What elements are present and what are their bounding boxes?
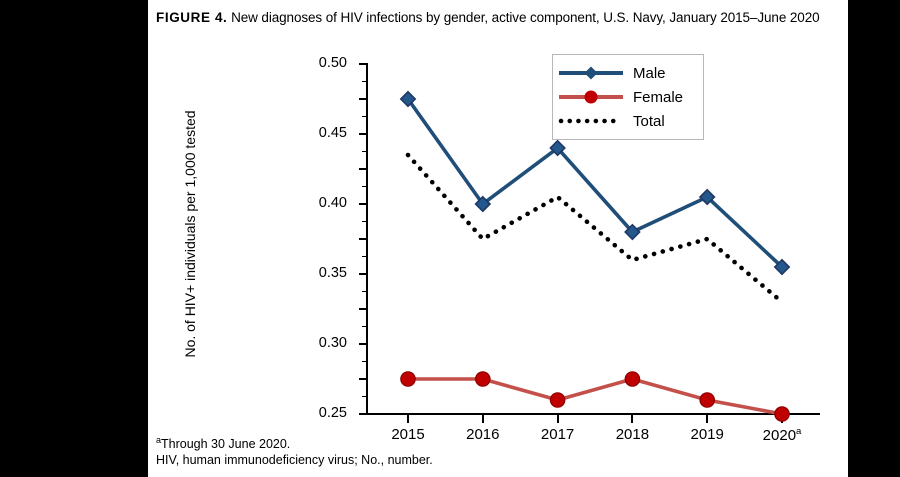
y-tick-minor <box>362 361 368 362</box>
series-line-total <box>405 152 785 305</box>
y-tick-label: 0.30 <box>318 335 347 351</box>
footnote-marker: a <box>156 435 162 445</box>
x-tick-label: 2015 <box>391 426 425 443</box>
y-tick-major: 0.35 <box>319 168 368 281</box>
data-point-male <box>624 223 641 241</box>
data-series-layer <box>399 90 791 422</box>
data-point-female <box>549 392 566 408</box>
figure-title-text: New diagnoses of HIV infections by gende… <box>231 10 820 25</box>
y-tick-major: 0.30 <box>319 203 368 351</box>
x-tick <box>407 415 409 423</box>
data-point-male <box>698 188 716 206</box>
figure-number-label: FIGURE 4. <box>156 10 228 25</box>
legend-label-female: Female <box>633 88 684 106</box>
y-tick-minor <box>362 81 368 82</box>
plot-region: 0.00 0.05 0.10 0.15 0.20 0.25 0.30 0.35 0.40 0.45… <box>319 55 820 477</box>
footnote-text-1: Through 30 June 2020. <box>161 437 291 452</box>
legend-label-male: Male <box>633 64 666 82</box>
series-line-male <box>406 97 784 269</box>
data-point-male <box>549 139 566 157</box>
legend-key-female-icon <box>557 87 625 107</box>
x-tick <box>631 415 634 423</box>
x-tick-label: 2019 <box>690 426 724 443</box>
x-axis-line <box>366 413 820 415</box>
chart-legend: Male Female <box>552 54 704 140</box>
data-point-male <box>773 258 791 276</box>
x-tick-label: 2020a <box>762 426 802 444</box>
footnote-line-2: HIV, human immunodeficiency virus; No., … <box>156 453 433 468</box>
y-tick-major: 0.40 <box>319 133 368 211</box>
y-tick-major: 0.45 <box>319 98 368 141</box>
figure-footnotes: aThrough 30 June 2020. HIV, human immuno… <box>156 432 840 468</box>
y-tick-minor <box>362 326 368 327</box>
y-tick-minor <box>362 221 368 222</box>
data-point-female <box>699 392 715 408</box>
legend-item-female: Female <box>557 85 699 109</box>
y-tick-major: 0.05 <box>359 378 368 380</box>
figure-title: FIGURE 4. New diagnoses of HIV infection… <box>156 8 840 27</box>
data-point-female <box>475 371 491 387</box>
y-tick-minor <box>362 291 368 292</box>
legend-key-male-icon <box>557 63 625 83</box>
data-point-female <box>624 371 641 387</box>
y-tick-major: 0.50 <box>319 55 368 71</box>
x-tick <box>481 415 484 423</box>
y-tick-minor <box>362 256 368 257</box>
y-tick-label: 0.45 <box>318 125 347 141</box>
y-tick-label: 0.20 <box>319 475 347 477</box>
y-tick-major: 0.15 <box>359 308 368 310</box>
data-point-female <box>400 371 416 387</box>
x-tick <box>556 415 559 423</box>
y-tick-label: 0.25 <box>318 405 347 421</box>
data-point-female <box>774 406 790 422</box>
x-tick-label: 2018 <box>615 426 650 443</box>
y-tick-major: 0.00 <box>359 413 368 415</box>
y-tick-major: 0.25 <box>319 238 368 421</box>
y-tick-minor <box>362 116 368 117</box>
y-tick-label: 0.40 <box>318 195 347 211</box>
x-tick-label: 2017 <box>540 426 575 443</box>
legend-label-total: Total <box>633 112 665 130</box>
chart-area: No. of HIV+ individuals per 1,000 tested… <box>148 48 848 477</box>
y-tick-label: 0.50 <box>318 55 347 71</box>
figure-panel: FIGURE 4. New diagnoses of HIV infection… <box>148 0 848 477</box>
y-tick-minor <box>362 396 368 397</box>
legend-key-total-icon <box>557 111 625 131</box>
footnote-line-1: aThrough 30 June 2020. <box>156 432 840 452</box>
x-tick-label: 2016 <box>466 426 500 443</box>
y-tick-major: 0.10 <box>359 343 368 345</box>
data-point-male <box>474 195 492 213</box>
legend-item-male: Male <box>557 61 699 85</box>
x-tick <box>706 415 709 423</box>
y-tick-label: 0.35 <box>318 265 347 281</box>
y-tick-minor <box>362 151 368 152</box>
y-axis-title: No. of HIV+ individuals per 1,000 tested <box>182 110 198 358</box>
y-tick-minor <box>362 186 368 187</box>
y-tick-major: 0.20 <box>319 273 368 477</box>
series-line-female <box>408 377 783 416</box>
legend-item-total: Total <box>557 109 699 133</box>
data-point-male <box>399 90 417 108</box>
